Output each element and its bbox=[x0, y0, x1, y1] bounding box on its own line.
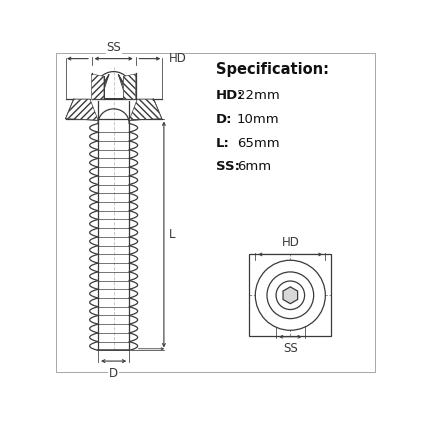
Text: Specification:: Specification: bbox=[216, 62, 329, 77]
Text: 22mm: 22mm bbox=[237, 89, 280, 102]
Polygon shape bbox=[123, 74, 136, 99]
Text: L: L bbox=[169, 228, 176, 241]
Text: L:: L: bbox=[216, 137, 229, 150]
Text: D: D bbox=[109, 367, 118, 380]
Polygon shape bbox=[129, 99, 162, 120]
Bar bbox=[250, 254, 331, 336]
Text: D:: D: bbox=[216, 113, 232, 126]
Polygon shape bbox=[283, 287, 298, 304]
Text: SS: SS bbox=[106, 41, 121, 54]
Polygon shape bbox=[66, 99, 98, 120]
Text: HD:: HD: bbox=[216, 89, 243, 102]
Text: HD: HD bbox=[169, 52, 187, 65]
Circle shape bbox=[255, 260, 325, 330]
Text: SS: SS bbox=[283, 342, 298, 355]
Circle shape bbox=[267, 272, 314, 319]
Text: 65mm: 65mm bbox=[237, 137, 280, 150]
Text: 6mm: 6mm bbox=[237, 160, 271, 173]
Polygon shape bbox=[92, 74, 104, 99]
Circle shape bbox=[276, 281, 304, 309]
Text: 10mm: 10mm bbox=[237, 113, 280, 126]
Text: SS:: SS: bbox=[216, 160, 240, 173]
Text: HD: HD bbox=[281, 236, 299, 249]
